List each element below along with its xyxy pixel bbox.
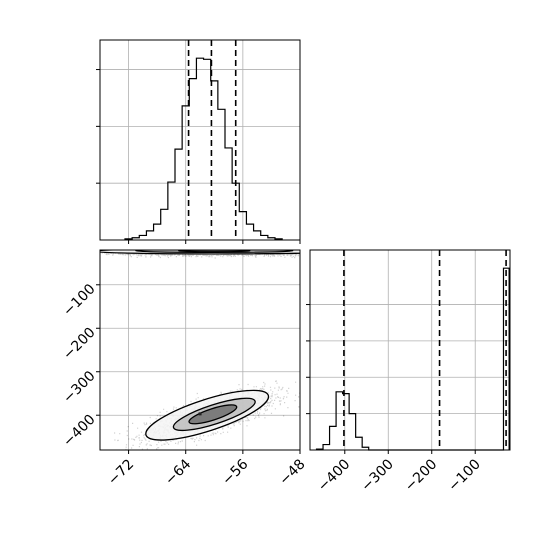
hist-panel-param1-bars — [124, 57, 283, 240]
hist-panel-param1-ticks — [96, 69, 301, 244]
scatter-panel-ticks — [96, 284, 301, 454]
hist-panel-param2-quantiles — [343, 250, 507, 450]
param2-xtick-label-0: −400 — [315, 456, 354, 495]
hist-panel-param1-quantiles — [187, 40, 237, 240]
hist1-step-line — [124, 57, 283, 240]
param2-xtick-label-3: −100 — [445, 456, 484, 495]
param1-xtick-label-3: −48 — [276, 456, 308, 488]
scatter-center-point — [198, 412, 202, 416]
hist-panel-param2 — [306, 249, 511, 454]
param1-xtick-label-1: −64 — [162, 456, 194, 488]
hist-panel-param1 — [96, 39, 301, 244]
scatter-contour-2 — [188, 404, 238, 425]
scatter-panel — [96, 249, 301, 454]
param2-ytick-label-2: −200 — [60, 325, 99, 364]
param2-ytick-label-1: −300 — [60, 368, 99, 407]
param2-ytick-label-0: −400 — [60, 412, 99, 451]
hist-panel-param2-ticks — [306, 304, 476, 454]
param2-ytick-label-3: −100 — [60, 281, 99, 320]
hist-panel-param2-frame — [310, 250, 510, 450]
param2-xtick-label-2: −200 — [402, 456, 441, 495]
param1-xtick-label-0: −72 — [105, 456, 137, 488]
param1-xtick-label-2: −56 — [219, 456, 251, 488]
scatter-panel-points — [100, 250, 300, 450]
param2-xtick-label-1: −300 — [358, 456, 397, 495]
hist-panel-param1-frame — [100, 40, 300, 240]
